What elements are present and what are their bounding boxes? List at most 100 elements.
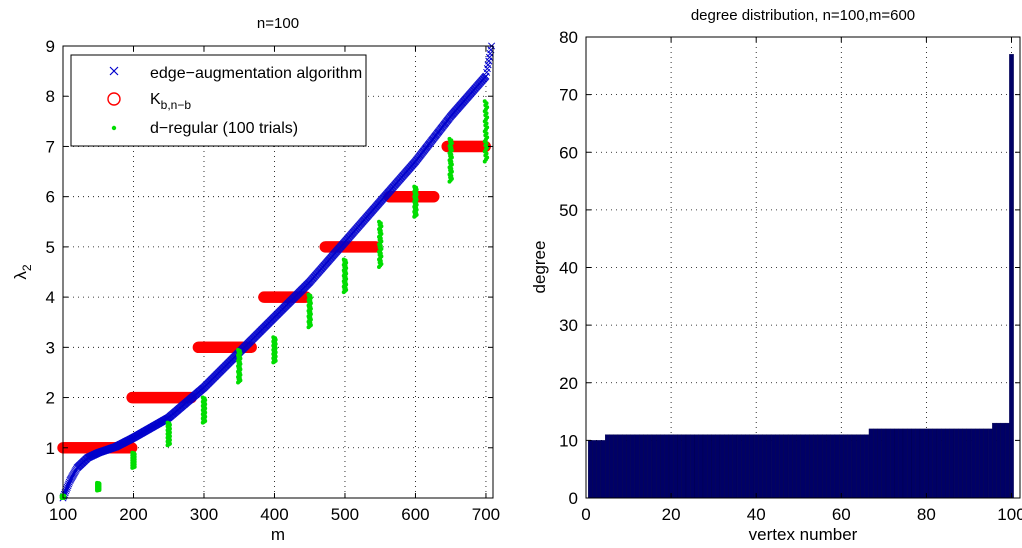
- degree-bar: [592, 440, 597, 499]
- degree-bar: [758, 434, 763, 499]
- degree-bar: [660, 434, 665, 499]
- left-x-tick-label: 700: [472, 505, 500, 524]
- degree-bar: [970, 428, 976, 499]
- legend-entry-d-regular: d−regular (100 trials): [111, 120, 298, 137]
- degree-bar: [724, 434, 729, 499]
- degree-bar: [821, 434, 827, 499]
- degree-bar: [775, 434, 780, 499]
- degree-bar: [596, 440, 602, 499]
- degree-bar: [953, 428, 959, 499]
- degree-bar: [919, 428, 925, 499]
- degree-bar: [622, 434, 627, 499]
- degree-bar: [856, 434, 861, 499]
- degree-bar: [609, 434, 614, 499]
- degree-bar: [817, 434, 823, 499]
- degree-bar: [647, 434, 653, 499]
- degree-bar: [962, 428, 967, 499]
- right-x-tick-label: 40: [747, 505, 766, 524]
- degree-bar: [936, 428, 942, 499]
- right-chart-title: degree distribution, n=100,m=600: [691, 7, 915, 24]
- degree-bar: [685, 434, 691, 499]
- degree-bar: [766, 434, 772, 499]
- legend-label-kbnb-main: K: [150, 91, 161, 108]
- degree-bar: [975, 428, 980, 499]
- degree-bar: [949, 428, 955, 499]
- d-regular-point: [447, 136, 452, 141]
- degree-bar: [690, 434, 695, 499]
- degree-bar: [864, 434, 870, 499]
- degree-bar: [677, 434, 682, 499]
- left-y-axis-label-main: λ: [11, 271, 30, 280]
- degree-bar: [741, 434, 746, 499]
- degree-distribution-chart: 0 20 40 60 80 100 0 10 20 30 40 50 60 70 80 degree dis…: [530, 7, 1022, 544]
- degree-bar: [830, 434, 836, 499]
- degree-bar: [881, 428, 887, 499]
- degree-bar: [945, 428, 950, 499]
- degree-bar: [834, 434, 840, 499]
- legend-circle-marker-shape: [107, 92, 121, 106]
- degree-bar: [792, 434, 797, 499]
- degree-bar: [847, 434, 853, 499]
- d-regular-point: [306, 292, 311, 297]
- right-y-tick-label: 0: [569, 489, 578, 508]
- degree-bar: [804, 434, 810, 499]
- left-y-tick-label: 2: [46, 389, 55, 408]
- d-regular-point: [377, 219, 382, 224]
- degree-bar: [996, 422, 1002, 499]
- d-regular-point: [95, 480, 100, 485]
- legend-dot-marker-shape: [111, 125, 117, 131]
- right-y-tick-label: 30: [559, 316, 578, 335]
- degree-bar: [745, 434, 750, 499]
- degree-bar: [868, 428, 874, 499]
- degree-bar: [783, 434, 789, 499]
- d-regular-point: [341, 257, 346, 262]
- degree-bar: [753, 434, 759, 499]
- d-regular-point: [200, 395, 205, 400]
- degree-bar: [1009, 54, 1014, 499]
- degree-bar: [911, 428, 916, 499]
- kbnb-point: [428, 190, 440, 203]
- left-x-tick-label: 100: [49, 505, 77, 524]
- degree-bar: [860, 434, 865, 499]
- degree-bar: [719, 434, 725, 499]
- degree-bar: [673, 434, 678, 499]
- right-x-tick-label: 60: [832, 505, 851, 524]
- left-legend: edge−augmentation algorithm Kb,n−b d−reg…: [70, 54, 367, 147]
- degree-bar: [890, 428, 895, 499]
- degree-bar: [800, 434, 806, 499]
- degree-bar: [877, 428, 882, 499]
- degree-bar: [813, 434, 819, 499]
- legend-label-kbnb: Kb,n−b: [150, 91, 191, 112]
- left-y-tick-label: 7: [46, 137, 55, 156]
- degree-bar: [643, 434, 648, 499]
- right-x-tick-label: 20: [662, 505, 681, 524]
- left-y-tick-label: 8: [46, 87, 55, 106]
- degree-bar: [992, 422, 997, 499]
- degree-bar: [639, 434, 644, 499]
- degree-bar: [630, 434, 636, 499]
- degree-bar: [873, 428, 878, 499]
- left-x-tick-label: 200: [119, 505, 147, 524]
- degree-bar: [702, 434, 708, 499]
- legend-circle-marker-icon: [107, 92, 121, 106]
- left-chart-title: n=100: [257, 15, 299, 32]
- left-y-tick-label: 1: [46, 439, 55, 458]
- legend-dot-marker-icon: [111, 125, 117, 131]
- left-y-tick-label: 5: [46, 238, 55, 257]
- degree-bar: [915, 428, 921, 499]
- left-x-axis-label: m: [271, 525, 285, 544]
- degree-bar: [779, 434, 785, 499]
- legend-label-kbnb-subscript: b,n−b: [161, 98, 192, 112]
- degree-bar: [843, 434, 848, 499]
- degree-bar: [736, 434, 742, 499]
- degree-bar: [902, 428, 908, 499]
- right-x-tick-label: 0: [581, 505, 590, 524]
- degree-bar: [626, 434, 631, 499]
- degree-bar: [698, 434, 704, 499]
- legend-x-marker-shape: [109, 66, 119, 76]
- legend-entry-kbnb: Kb,n−b: [107, 91, 191, 112]
- degree-bar: [1000, 422, 1006, 499]
- degree-bar: [885, 428, 891, 499]
- degree-bar: [613, 434, 619, 499]
